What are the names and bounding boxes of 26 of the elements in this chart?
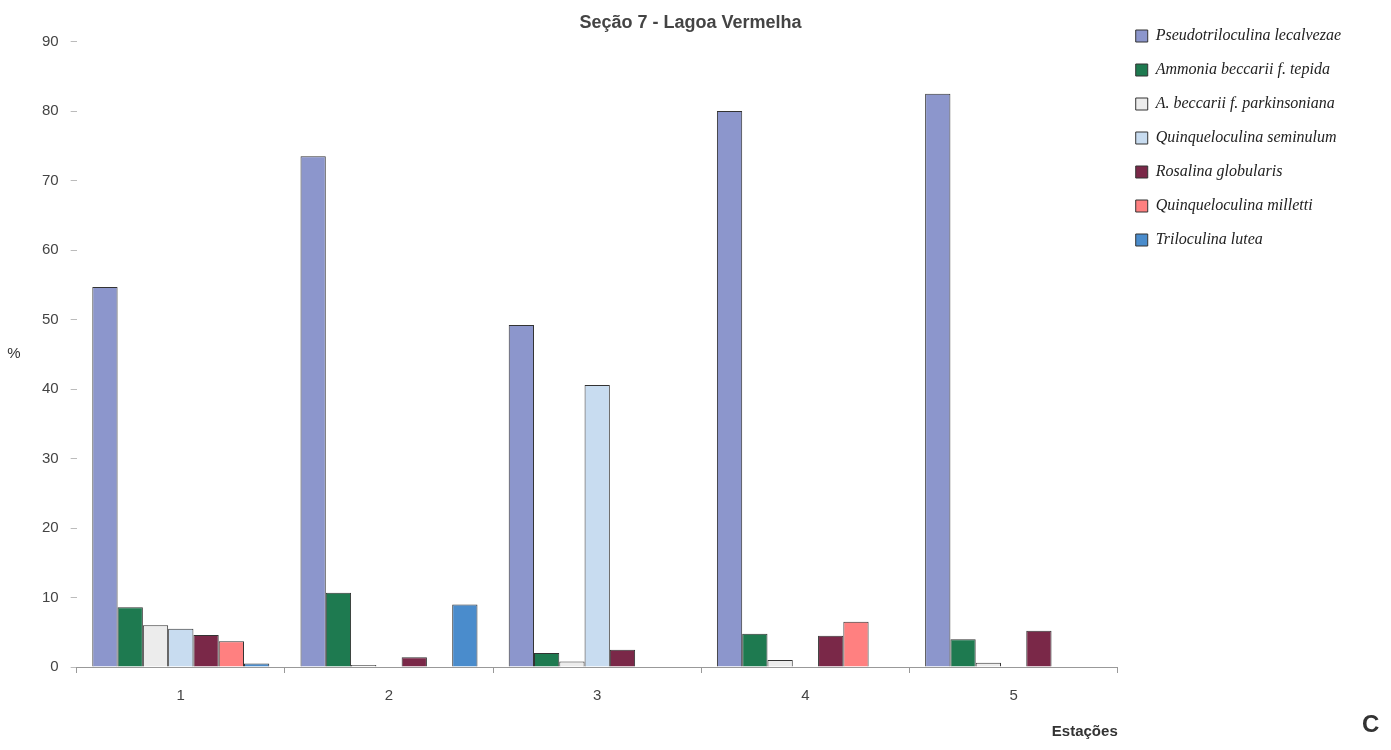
x-tick-label: 1 xyxy=(176,686,185,704)
y-tick-label: 80 xyxy=(42,101,59,119)
y-tick-label: 70 xyxy=(42,170,59,188)
x-tick-label: 2 xyxy=(384,686,394,704)
x-tick-label: 5 xyxy=(1009,686,1018,704)
legend-label: Rosalina globularis xyxy=(1154,162,1283,181)
y-tick-label: 50 xyxy=(42,309,59,327)
legend-label: Quinqueloculina seminulum xyxy=(1155,128,1337,147)
text: C xyxy=(1362,709,1380,737)
y-axis-title: % xyxy=(7,344,21,362)
x-tick-label: 4 xyxy=(801,686,810,704)
x-tick-label: 3 xyxy=(593,686,602,704)
y-tick-label: 0 xyxy=(50,657,59,675)
x-axis-title: Estações xyxy=(1051,722,1118,740)
legend-label: Ammonia beccarii f. tepida xyxy=(1154,60,1330,79)
y-tick-label: 90 xyxy=(42,31,59,49)
legend-label: Triloculina lutea xyxy=(1155,230,1263,248)
y-tick-label: 30 xyxy=(42,448,59,466)
y-tick-label: 60 xyxy=(42,240,59,258)
legend-label: Pseudotriloculina lecalvezae xyxy=(1154,26,1341,44)
chart-title: Seção 7 - Lagoa Vermelha xyxy=(579,11,803,32)
y-tick-label: 20 xyxy=(42,518,59,536)
y-tick-label: 40 xyxy=(42,379,59,397)
legend-label: Quinqueloculina milletti xyxy=(1155,196,1313,215)
legend-label: A. beccarii f. parkinsoniana xyxy=(1154,94,1335,113)
y-tick-label: 10 xyxy=(42,587,59,605)
